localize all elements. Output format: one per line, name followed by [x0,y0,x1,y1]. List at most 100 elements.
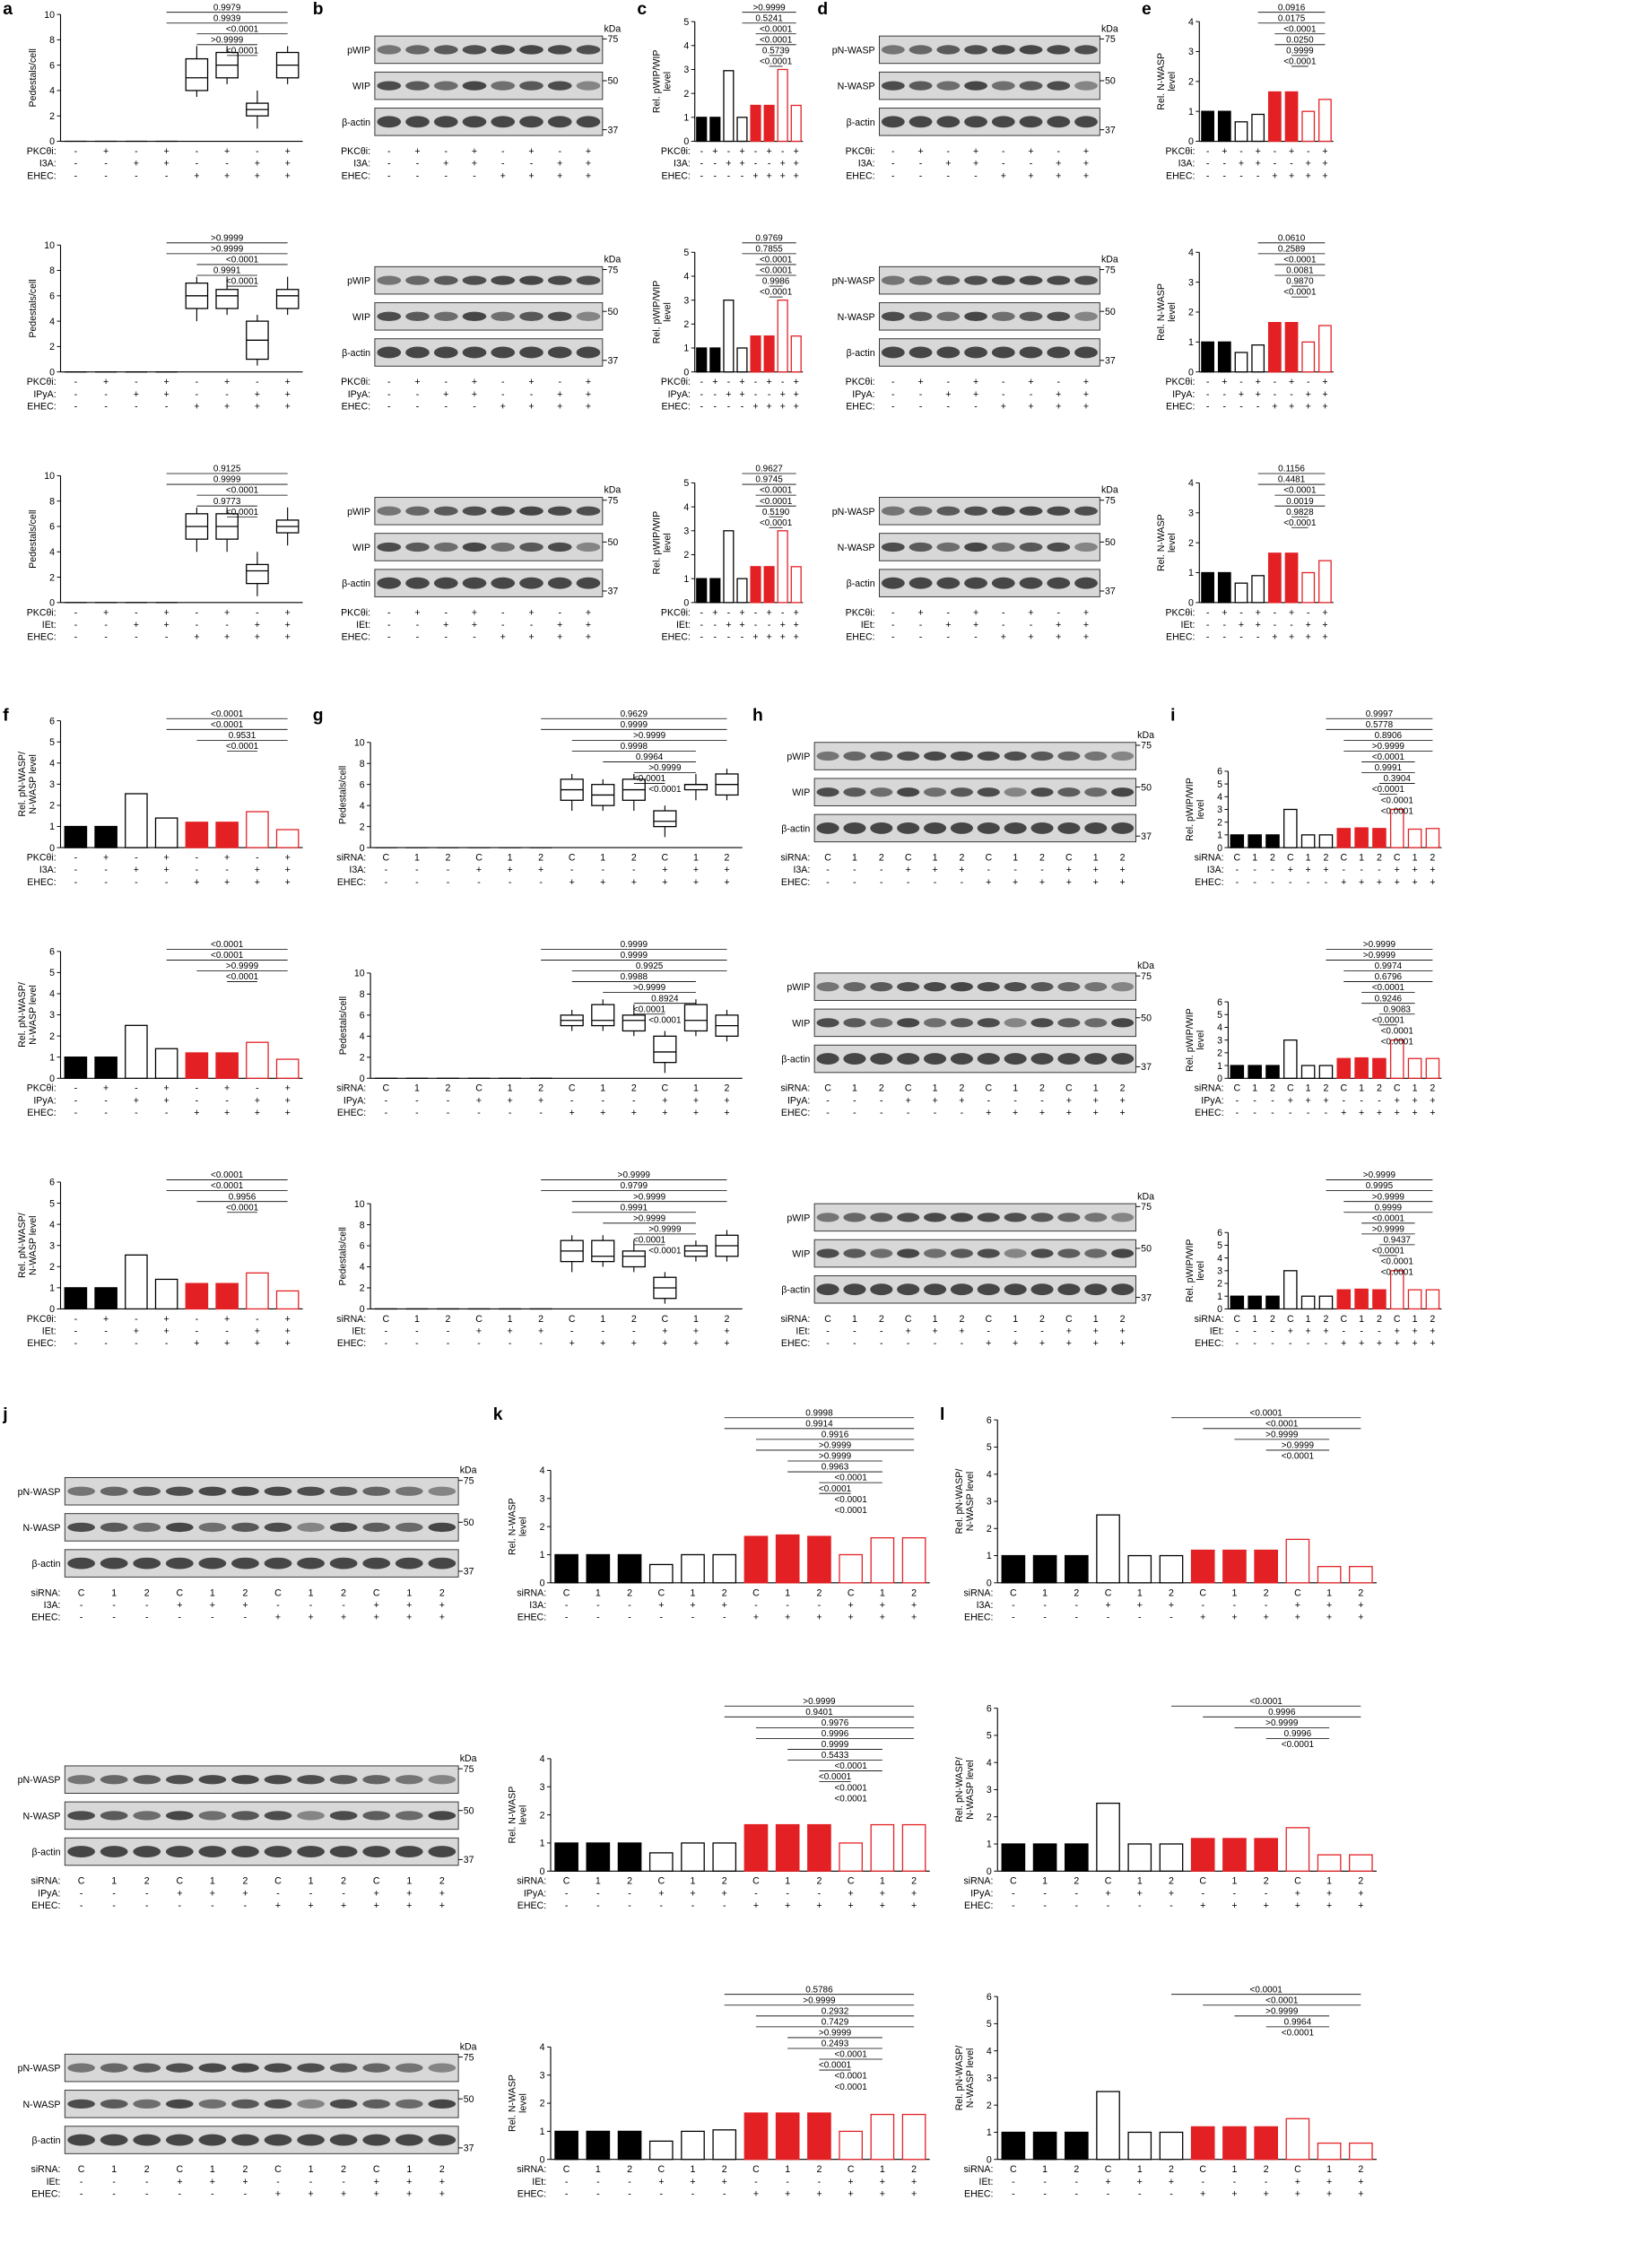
row-value: - [447,865,450,875]
row-value: 2 [1358,1587,1363,1598]
row-value: + [1028,401,1033,412]
band [1030,787,1054,797]
y-tick-label: 4 [1217,1253,1222,1264]
band [977,1283,1000,1296]
row-label: EHEC: [781,1338,810,1349]
band [909,116,933,128]
p-value: >0.9999 [648,1224,682,1234]
row-value: - [632,1095,636,1106]
row-value: + [722,2177,727,2187]
band [1074,346,1098,359]
y-axis-label: level [1167,72,1178,91]
kda-label: kDa [1137,1191,1154,1202]
band [264,2134,292,2146]
p-value: 0.9083 [1384,1004,1412,1014]
bar [617,2130,642,2161]
row-value: + [1264,1900,1269,1911]
row-value: C [1065,853,1073,864]
band-label: N-WASP [23,1523,61,1534]
p-value: >0.9999 [1363,1170,1396,1180]
band [405,116,430,128]
band [923,982,947,992]
row-value: + [586,401,591,412]
bar [750,566,761,604]
y-tick-label: 4 [360,801,365,812]
band [1084,1248,1108,1258]
row-value: + [1306,1095,1311,1106]
band-label: pN-WASP [832,507,875,517]
p-value: 0.9998 [621,742,648,752]
bar [681,2130,705,2161]
row-value: - [1206,170,1210,181]
p-value: 0.4481 [1278,475,1306,485]
p-value: 0.9799 [621,1181,648,1191]
band [329,2134,358,2146]
row-value: 2 [1120,853,1126,864]
row-value: - [1075,2189,1079,2200]
panel-letter: b [313,0,324,19]
row-value: + [973,607,978,618]
row-value: + [285,620,291,630]
row-value: - [987,1095,991,1106]
row-value: 2 [911,1587,917,1598]
marker-label: 37 [607,587,618,597]
row-value: + [134,389,139,400]
band [362,1846,391,1858]
row-value: + [224,877,230,888]
p-value: <0.0001 [1372,1015,1405,1025]
row-label: EHEC: [27,877,56,888]
row-label: siRNA: [1195,853,1224,864]
marker-label: 50 [1141,1244,1152,1255]
row-value: + [693,865,699,875]
row-value: - [727,146,731,157]
row-value: + [476,1095,482,1106]
band [67,2134,95,2146]
row-value: + [1377,1108,1382,1118]
bar [1248,1065,1262,1079]
row-value: + [414,607,420,618]
band [377,81,402,91]
marker-label: 75 [607,265,618,275]
p-value: 0.9979 [213,3,241,13]
row-value: - [596,1613,600,1623]
row-value: - [1201,1600,1204,1611]
bar [1349,2142,1373,2161]
band [843,787,866,797]
row-value: + [570,1108,575,1118]
row-value: - [135,877,138,888]
bar [1190,1838,1215,1872]
row-value: - [1307,877,1310,888]
band [991,506,1015,516]
band [909,311,933,321]
band [491,116,516,128]
row-value: - [714,170,717,181]
bar [1096,1802,1120,1872]
row-value: + [724,1095,729,1106]
row-value: + [210,1888,215,1899]
p-value: 0.0610 [1278,233,1306,243]
row-value: + [242,2177,248,2187]
row-label: PKCθi: [27,607,57,618]
row-value: C [1234,853,1241,864]
row-value: - [891,159,895,170]
row-value: C [824,853,831,864]
row-label: IEt: [861,620,875,630]
row-value: + [341,2189,346,2200]
p-value: >0.9999 [618,1170,651,1180]
row-value: C [176,1587,183,1598]
row-value: + [712,377,717,387]
row-value: - [104,159,108,170]
row-value: + [848,2177,854,2187]
row-value: - [135,607,138,618]
row-value: C [905,853,912,864]
y-tick-label: 6 [1217,997,1222,1008]
band [1019,81,1043,91]
p-value: <0.0001 [1381,796,1414,805]
band [100,2063,128,2073]
band [198,1846,227,1858]
row-value: + [134,159,139,170]
band [362,2063,391,2073]
row-value: 1 [933,1083,938,1094]
band [950,1018,973,1028]
row-value: + [1264,2189,1269,2200]
